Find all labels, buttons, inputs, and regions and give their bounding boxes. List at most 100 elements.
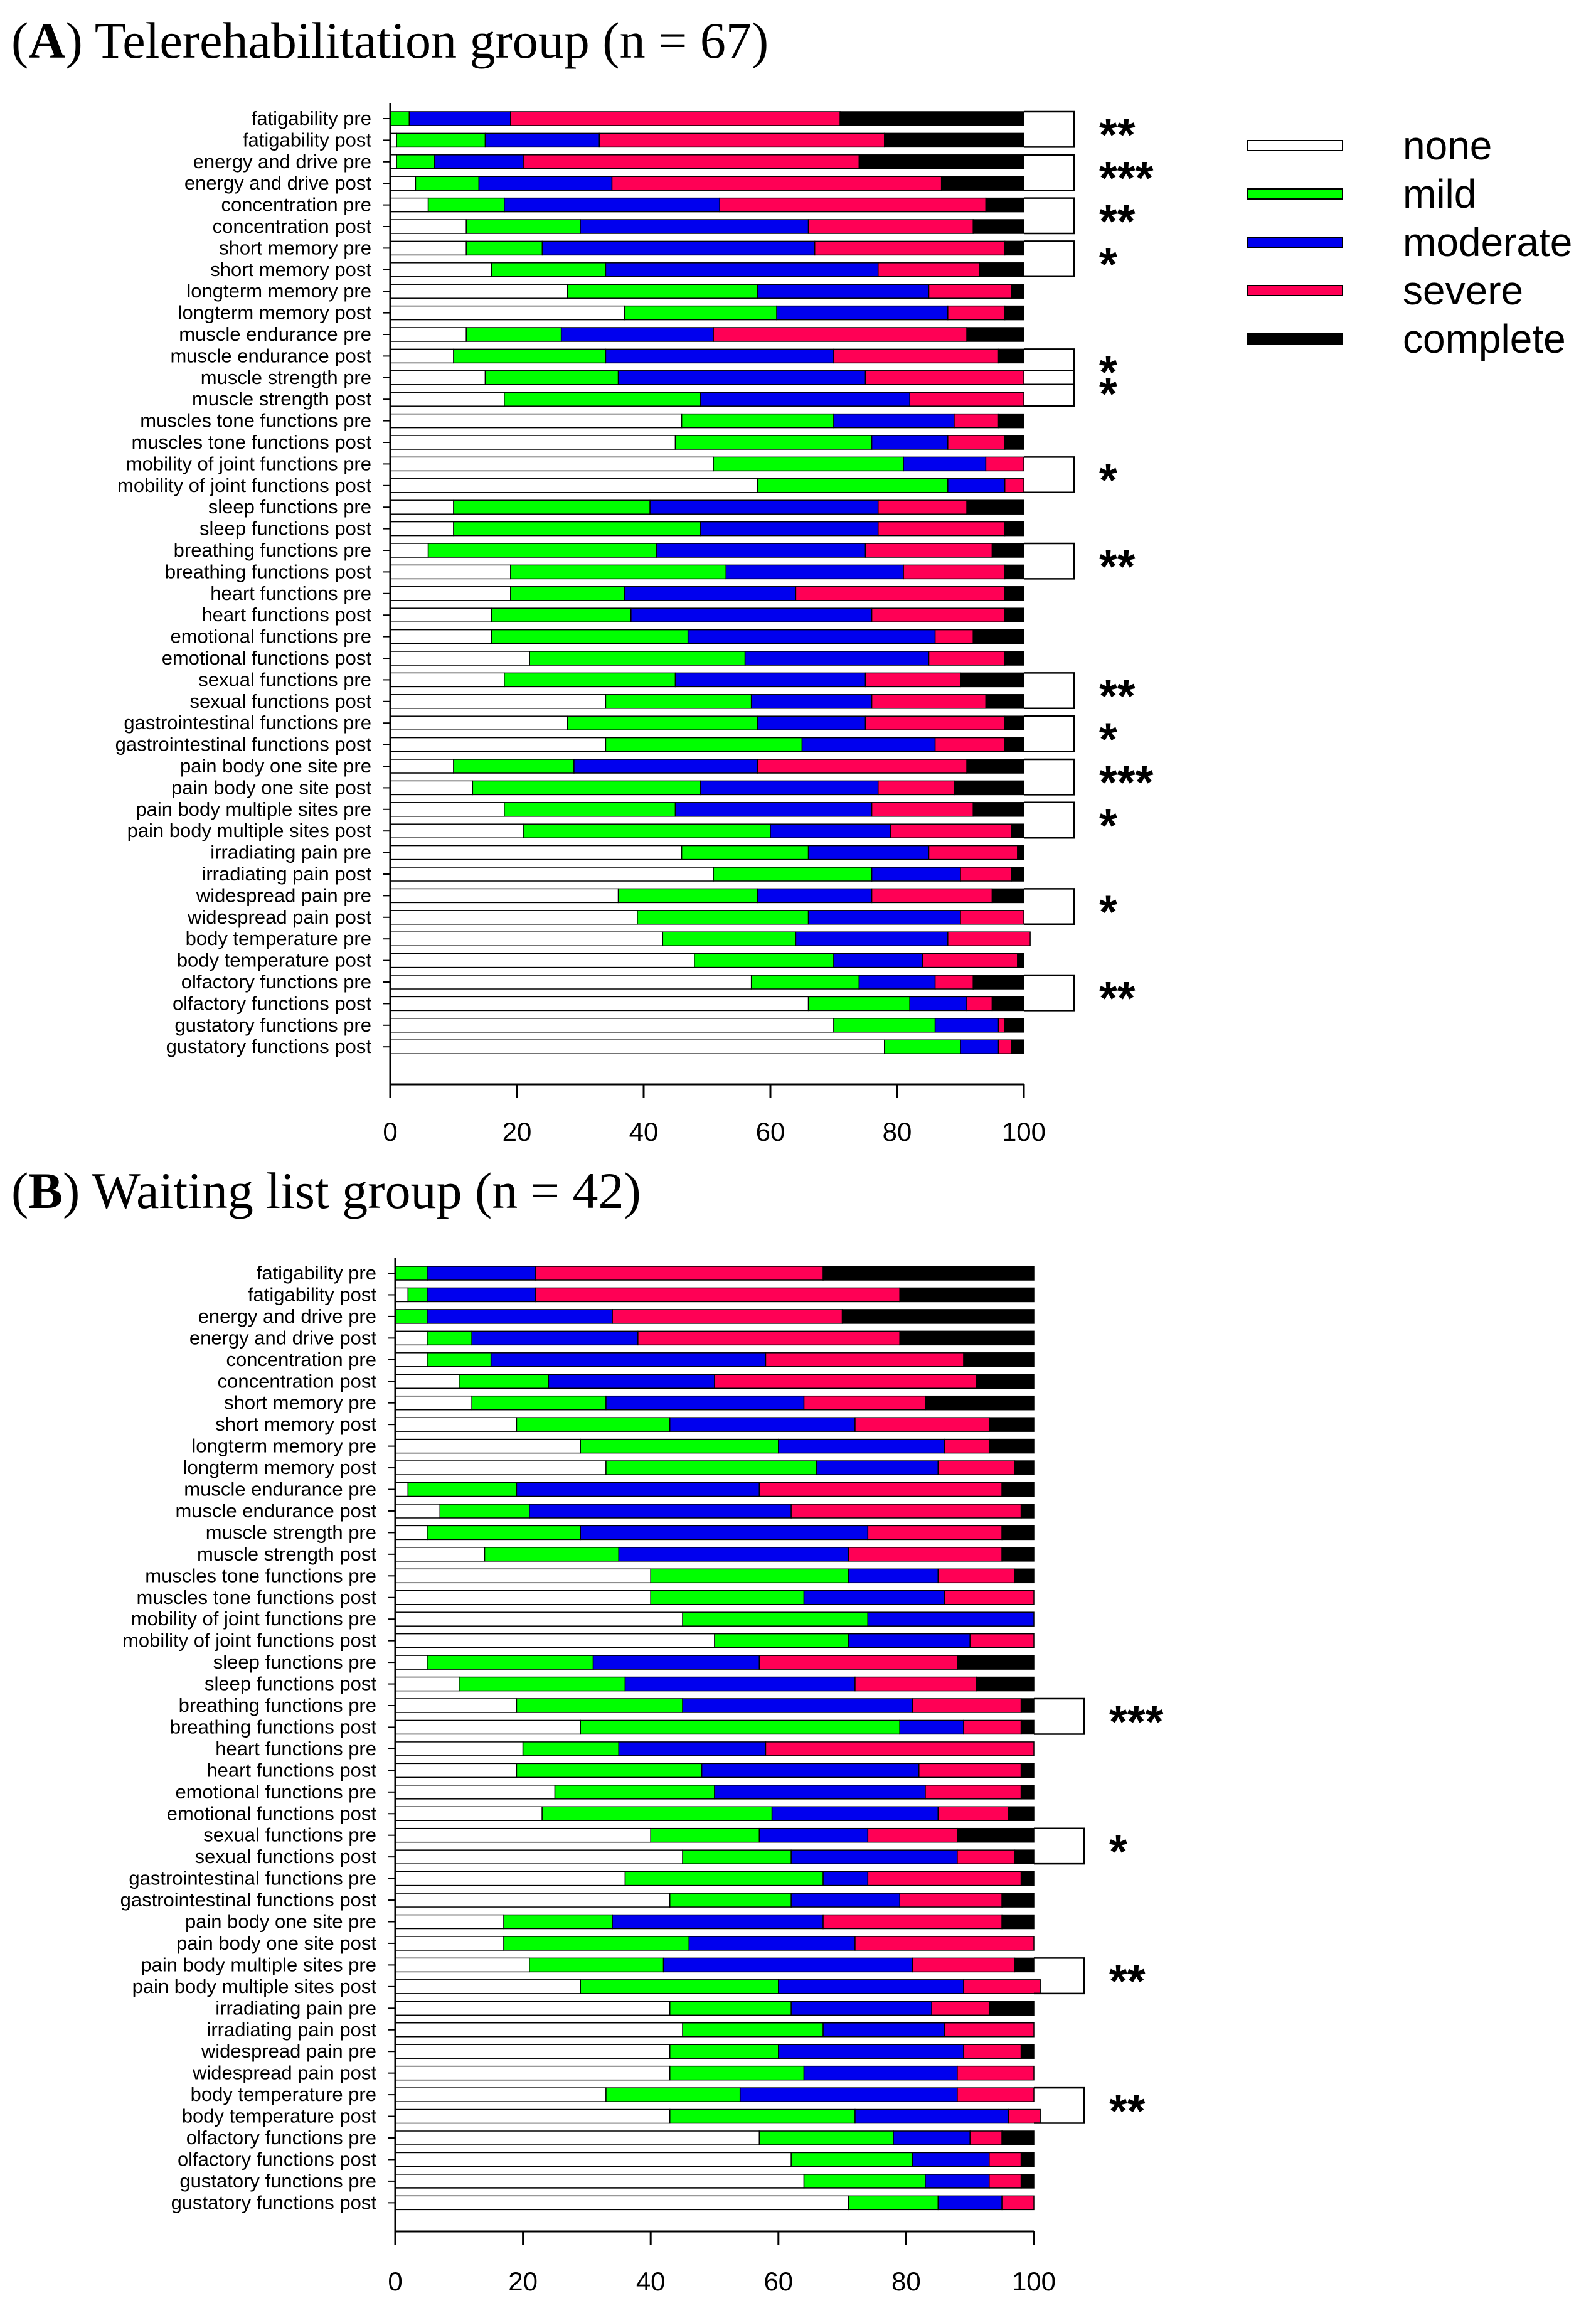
bar-segment-severe (963, 1719, 1022, 1735)
bar-segment-mild (682, 1849, 792, 1864)
bar-segment-mild (567, 284, 758, 299)
legend-swatch-severe (1247, 285, 1343, 296)
legend-swatch-moderate (1247, 237, 1343, 248)
bar-segment-severe (814, 240, 1006, 256)
bar-segment-mild (407, 1287, 428, 1303)
bar-segment-none (395, 2001, 671, 2016)
category-label: fatigability pre (257, 1262, 376, 1284)
bar-segment-mild (516, 1417, 671, 1432)
bar-segment-none (390, 413, 683, 429)
bar-segment-none (390, 780, 474, 796)
bar-segment-severe (944, 1438, 990, 1454)
bar-segment-none (390, 370, 486, 385)
bar-segment-severe (535, 1287, 900, 1303)
category-label: body temperature pre (186, 927, 371, 949)
bar-segment-none (390, 737, 607, 752)
legend-label-mild: mild (1403, 171, 1476, 216)
category-label: olfactory functions pre (181, 971, 371, 993)
category-label: short memory post (215, 1413, 376, 1435)
bar-segment-none (390, 996, 809, 1012)
bar-segment-severe (960, 910, 1024, 925)
bar-segment-moderate (822, 2022, 945, 2038)
significance-label: * (1109, 1825, 1127, 1878)
bar-segment-moderate (618, 1547, 849, 1562)
bar-segment-severe (937, 1460, 1016, 1475)
bar-segment-severe (899, 1893, 1003, 1908)
bar-segment-mild (491, 607, 632, 622)
bar-segment-moderate (770, 823, 891, 838)
bar-segment-complete (1014, 1568, 1035, 1584)
category-label: body temperature post (182, 2105, 377, 2127)
category-label: fatigability post (248, 1283, 376, 1305)
panel-letter: A (28, 12, 65, 69)
bar-segment-severe (510, 111, 841, 126)
category-label: emotional functions pre (170, 626, 371, 648)
bar-segment-complete (1004, 586, 1024, 601)
significance-label: ** (1099, 972, 1136, 1024)
bar-segment-severe (867, 1827, 958, 1843)
bar-segment-complete (976, 1676, 1035, 1692)
bar-segment-complete (988, 2001, 1035, 2016)
bar-segment-mild (427, 1525, 581, 1541)
bar-segment-complete (1020, 2044, 1035, 2059)
bar-segment-severe (969, 2130, 1003, 2145)
bar-segment-none (390, 1039, 885, 1054)
significance-label: *** (1099, 152, 1154, 204)
bar-segment-none (390, 327, 467, 342)
x-tick-label: 100 (1002, 1117, 1046, 1146)
bar-segment-mild (617, 888, 758, 904)
bar-segment-mild (580, 1979, 779, 1994)
bar-segment-mild (681, 845, 809, 860)
bar-segment-mild (427, 1655, 594, 1670)
bar-segment-moderate (776, 305, 949, 321)
bar-segment-complete (1011, 867, 1024, 882)
category-label: emotional functions pre (175, 1781, 376, 1803)
bar-segment-severe (765, 1741, 1035, 1756)
bar-segment-moderate (674, 672, 866, 688)
x-tick-label: 80 (891, 2267, 921, 2296)
bar-segment-none (395, 2065, 671, 2081)
bar-segment-complete (1004, 240, 1024, 256)
bar-segment-severe (954, 413, 999, 429)
category-label: sleep functions pre (208, 496, 371, 518)
x-tick-label: 0 (383, 1117, 397, 1146)
bar-segment-complete (957, 1827, 1035, 1843)
bar-segment-none (390, 715, 568, 730)
bar-segment-none (390, 953, 695, 968)
bar-segment-severe (957, 2087, 1035, 2102)
category-label: longterm memory post (178, 302, 372, 324)
significance-label: * (1099, 886, 1117, 938)
bar-segment-severe (795, 586, 1006, 601)
bar-segment-moderate (909, 996, 967, 1012)
bar-segment-mild (415, 176, 480, 191)
bar-segment-mild (624, 305, 777, 321)
bar-segment-complete (1014, 1460, 1035, 1475)
bar-segment-moderate (893, 2130, 971, 2145)
bar-segment-complete (925, 1395, 1035, 1411)
bar-segment-moderate (757, 284, 930, 299)
category-label: muscles tone functions pre (145, 1564, 376, 1586)
bar-segment-none (395, 1785, 556, 1800)
bar-segment-none (395, 1979, 581, 1994)
bar-segment-severe (909, 392, 1024, 407)
bar-segment-moderate (807, 845, 930, 860)
bar-segment-moderate (714, 1785, 926, 1800)
bar-segment-mild (471, 1395, 607, 1411)
bar-segment-none (390, 607, 492, 622)
category-label: widespread pain post (187, 906, 371, 928)
bar-segment-severe (963, 1979, 1041, 1994)
category-label: mobility of joint functions pre (131, 1608, 376, 1630)
bar-segment-severe (612, 1309, 843, 1324)
significance-label: * (1099, 238, 1117, 291)
category-label: mobility of joint functions post (117, 474, 371, 496)
bar-segment-severe (758, 1482, 1003, 1497)
bar-segment-mild (713, 867, 873, 882)
bar-segment-mild (669, 2108, 856, 2124)
bar-segment-moderate (903, 456, 987, 472)
bar-segment-moderate (790, 2001, 932, 2016)
category-label: pain body multiple sites post (127, 820, 372, 841)
bar-segment-mild (523, 823, 771, 838)
bar-segment-severe (713, 327, 967, 342)
legend-label-moderate: moderate (1403, 220, 1572, 265)
bar-segment-severe (864, 543, 993, 558)
